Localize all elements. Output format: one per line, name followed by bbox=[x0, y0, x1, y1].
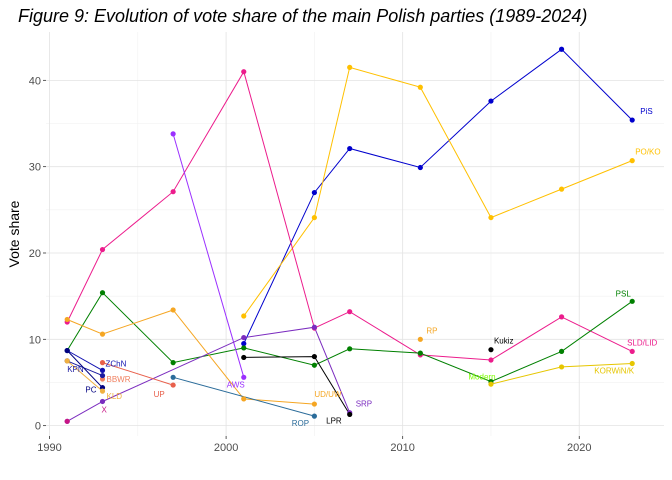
data-point bbox=[488, 214, 494, 221]
data-point bbox=[311, 189, 317, 196]
series-label: RP bbox=[426, 326, 437, 335]
data-point bbox=[558, 314, 565, 320]
series-label: KLD bbox=[107, 392, 123, 401]
series-label: LPR bbox=[326, 416, 342, 425]
data-point bbox=[99, 246, 106, 253]
x-tick-label: 1990 bbox=[37, 442, 61, 454]
y-tick-label: 30 bbox=[29, 162, 41, 174]
data-point bbox=[64, 316, 70, 323]
data-point bbox=[558, 364, 565, 370]
series-line-aws bbox=[172, 133, 245, 378]
y-tick-label: 0 bbox=[35, 421, 41, 433]
data-point bbox=[241, 345, 247, 351]
data-point bbox=[417, 350, 423, 356]
series-label: UD/UW bbox=[314, 390, 342, 399]
data-point bbox=[241, 396, 247, 402]
data-point bbox=[629, 348, 635, 355]
series-label: KORWiN/K bbox=[594, 366, 635, 375]
data-point bbox=[488, 347, 494, 353]
data-point bbox=[64, 358, 70, 364]
data-point bbox=[99, 367, 106, 373]
data-point bbox=[99, 398, 106, 405]
data-point bbox=[488, 381, 494, 387]
data-point bbox=[170, 382, 176, 388]
data-point bbox=[347, 145, 353, 152]
data-point bbox=[99, 372, 106, 379]
data-point bbox=[241, 69, 247, 75]
data-point bbox=[488, 357, 494, 363]
data-point bbox=[417, 84, 423, 90]
data-point bbox=[241, 354, 247, 361]
series-label: SLD/LID bbox=[627, 338, 657, 347]
series-label: ZChN bbox=[106, 359, 127, 368]
data-point bbox=[488, 98, 494, 104]
data-point bbox=[311, 401, 317, 407]
data-point bbox=[170, 374, 176, 380]
series-line-pc bbox=[66, 350, 103, 389]
data-point bbox=[170, 131, 176, 137]
data-point bbox=[241, 313, 247, 319]
x-tick-label: 2020 bbox=[567, 442, 591, 454]
series-label: ROP bbox=[292, 419, 309, 428]
x-tick-label: 2010 bbox=[390, 442, 414, 454]
data-point bbox=[347, 309, 353, 315]
y-tick-label: 10 bbox=[29, 334, 41, 346]
data-point bbox=[417, 336, 423, 342]
series-label: KPN bbox=[67, 365, 84, 374]
data-point bbox=[241, 374, 247, 380]
series-label: PC bbox=[85, 386, 96, 395]
data-point bbox=[170, 307, 176, 313]
data-point bbox=[347, 411, 353, 418]
data-point bbox=[629, 158, 635, 164]
data-point bbox=[347, 346, 353, 352]
series-line-kld bbox=[66, 360, 103, 392]
series-line-psl bbox=[66, 291, 633, 383]
data-point bbox=[241, 334, 247, 341]
data-point bbox=[99, 331, 106, 337]
data-point bbox=[311, 413, 317, 419]
data-point bbox=[64, 418, 70, 424]
data-point bbox=[311, 353, 317, 360]
data-point bbox=[311, 362, 317, 368]
data-point bbox=[417, 164, 423, 171]
chart-title: Figure 9: Evolution of vote share of the… bbox=[18, 6, 588, 26]
series-line-zchn bbox=[66, 350, 103, 371]
x-tick-label: 2000 bbox=[214, 442, 238, 454]
series-label: PO/KO bbox=[635, 148, 660, 157]
data-point bbox=[558, 186, 565, 192]
series-label: Kukiz bbox=[494, 337, 514, 346]
series-label: PiS bbox=[640, 107, 652, 116]
data-point bbox=[311, 324, 317, 330]
data-point bbox=[64, 347, 70, 354]
data-point bbox=[558, 46, 565, 52]
data-point bbox=[629, 117, 635, 123]
series-line-kpn bbox=[67, 360, 103, 377]
y-axis-title: Vote share bbox=[6, 200, 22, 267]
data-point bbox=[629, 298, 635, 304]
y-tick-label: 40 bbox=[29, 75, 41, 87]
data-point bbox=[170, 189, 176, 195]
series-line-sld-lid bbox=[66, 70, 633, 361]
data-point bbox=[99, 290, 106, 296]
data-point bbox=[170, 360, 176, 366]
plot-panel bbox=[46, 32, 664, 436]
data-point bbox=[558, 348, 565, 355]
data-point bbox=[311, 214, 317, 221]
series-line-up bbox=[102, 362, 174, 386]
series-label: SRP bbox=[356, 400, 372, 409]
data-point bbox=[99, 360, 106, 366]
series-label: AWS bbox=[227, 380, 245, 389]
data-point bbox=[99, 388, 106, 394]
data-point bbox=[347, 64, 353, 70]
series-label: Modern bbox=[468, 373, 495, 382]
data-point bbox=[629, 360, 635, 367]
series-label: BBWR bbox=[107, 375, 131, 384]
data-point bbox=[241, 341, 247, 347]
y-tick-label: 20 bbox=[29, 248, 41, 260]
series-label: PSL bbox=[616, 289, 632, 298]
series-label: X bbox=[102, 405, 108, 414]
series-label: UP bbox=[154, 390, 165, 399]
